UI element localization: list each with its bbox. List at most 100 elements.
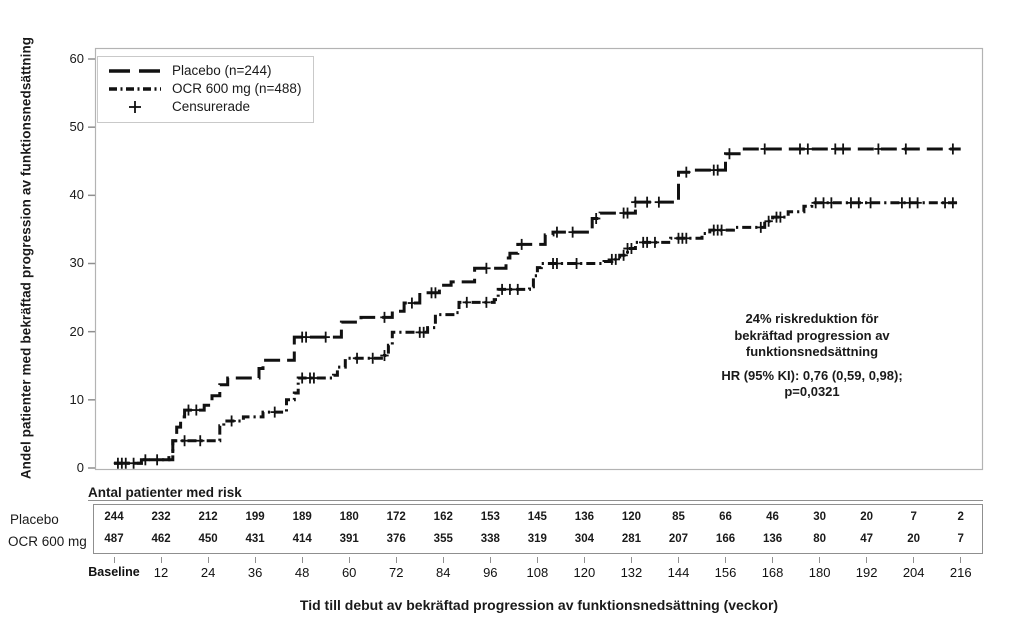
risk-count-ocr: 136 bbox=[762, 533, 783, 545]
risk-table-title: Antal patienter med risk bbox=[88, 485, 242, 500]
y-tick-label: 50 bbox=[69, 119, 84, 135]
placebo-curve bbox=[114, 147, 961, 465]
x-tick-label: 192 bbox=[855, 565, 878, 580]
risk-count-placebo: 212 bbox=[198, 511, 218, 523]
risk-count-placebo: 244 bbox=[104, 511, 124, 523]
x-tick-label: 84 bbox=[436, 565, 451, 580]
x-tick-mark bbox=[442, 557, 444, 563]
x-tick-mark bbox=[254, 557, 256, 563]
risk-count-placebo: 30 bbox=[813, 511, 826, 523]
x-tick-mark bbox=[677, 557, 679, 563]
risk-table-rule bbox=[88, 500, 983, 501]
x-tick-mark bbox=[113, 557, 115, 563]
risk-count-placebo: 136 bbox=[574, 511, 594, 523]
risk-count-placebo: 180 bbox=[339, 511, 359, 523]
legend-label-ocr: OCR 600 mg (n=488) bbox=[172, 81, 302, 96]
legend-item-placebo: Placebo (n=244) bbox=[108, 62, 301, 80]
risk-count-placebo: 153 bbox=[480, 511, 500, 523]
placebo-line-sample-icon bbox=[108, 67, 162, 75]
x-tick-mark bbox=[913, 557, 915, 563]
risk-count-placebo: 46 bbox=[766, 511, 779, 523]
x-tick-label: 108 bbox=[526, 565, 549, 580]
risk-count-ocr: 391 bbox=[339, 533, 359, 545]
x-tick-label: 60 bbox=[341, 565, 357, 580]
y-axis-title: Andel patienter med bekräftad progressio… bbox=[18, 36, 34, 480]
risk-count-placebo: 189 bbox=[292, 511, 312, 523]
x-tick-label: 216 bbox=[949, 565, 972, 580]
annotation-line-1: 24% riskreduktion för bbox=[745, 311, 879, 326]
annotation-p-line: p=0,0321 bbox=[784, 384, 840, 399]
plot-border bbox=[94, 47, 984, 471]
risk-count-placebo: 7 bbox=[910, 511, 917, 523]
risk-count-placebo: 199 bbox=[245, 511, 265, 523]
x-tick-mark bbox=[348, 557, 350, 563]
x-tick-label: 72 bbox=[389, 565, 404, 580]
x-tick-label: 204 bbox=[902, 565, 925, 580]
x-tick-mark bbox=[866, 557, 868, 563]
x-tick-label: 24 bbox=[200, 565, 216, 580]
risk-table-box bbox=[93, 504, 983, 554]
x-tick-label: Baseline bbox=[88, 565, 140, 579]
x-tick-label: 132 bbox=[620, 565, 643, 580]
x-tick-label: 48 bbox=[294, 565, 310, 580]
annotation-line-3: funktionsnedsättning bbox=[745, 344, 879, 359]
y-tick-label: 10 bbox=[69, 391, 84, 407]
y-tick-label: 60 bbox=[69, 50, 84, 66]
x-tick-label: 144 bbox=[667, 565, 690, 580]
km-plot bbox=[88, 47, 984, 471]
x-tick-label: 168 bbox=[761, 565, 784, 580]
x-tick-label: 36 bbox=[247, 565, 263, 580]
risk-count-ocr: 338 bbox=[480, 533, 500, 545]
risk-count-ocr: 80 bbox=[813, 533, 826, 545]
risk-count-ocr: 450 bbox=[198, 533, 218, 545]
x-tick-label: 120 bbox=[573, 565, 596, 580]
legend-item-censored: Censurerade bbox=[108, 98, 301, 116]
risk-count-ocr: 414 bbox=[292, 533, 312, 545]
risk-count-placebo: 172 bbox=[386, 511, 406, 523]
x-tick-label: 96 bbox=[483, 565, 498, 580]
x-tick-mark bbox=[583, 557, 585, 563]
risk-count-ocr: 7 bbox=[957, 533, 964, 545]
risk-count-placebo: 2 bbox=[957, 511, 964, 523]
risk-count-ocr: 207 bbox=[668, 533, 689, 545]
x-tick-mark bbox=[395, 557, 397, 563]
censored-plus-icon bbox=[108, 99, 162, 115]
risk-count-ocr: 355 bbox=[433, 533, 453, 545]
risk-count-placebo: 20 bbox=[860, 511, 874, 523]
x-tick-mark bbox=[630, 557, 632, 563]
risk-count-ocr: 47 bbox=[860, 533, 874, 545]
legend-label-placebo: Placebo (n=244) bbox=[172, 63, 272, 78]
y-tick-label: 20 bbox=[69, 323, 84, 339]
risk-count-ocr: 431 bbox=[245, 533, 265, 545]
annotation-line-2: bekräftad progression av bbox=[734, 327, 890, 343]
risk-count-placebo: 145 bbox=[527, 511, 547, 523]
risk-count-placebo: 85 bbox=[672, 511, 685, 523]
x-tick-mark bbox=[489, 557, 491, 563]
x-tick-mark bbox=[960, 557, 962, 563]
x-axis-title: Tid till debut av bekräftad progression … bbox=[299, 597, 779, 613]
y-tick-label: 40 bbox=[69, 187, 84, 203]
x-tick-label: 180 bbox=[808, 565, 831, 580]
risk-count-ocr: 487 bbox=[104, 533, 124, 545]
legend: Placebo (n=244) OCR 600 mg (n=488) Censu… bbox=[97, 56, 315, 123]
x-tick-label: 12 bbox=[153, 565, 169, 580]
legend-label-censored: Censurerade bbox=[172, 99, 251, 114]
x-tick-mark bbox=[301, 557, 303, 563]
risk-count-ocr: 376 bbox=[386, 533, 406, 545]
risk-count-ocr: 319 bbox=[527, 533, 547, 545]
risk-row-label-placebo: Placebo bbox=[10, 512, 59, 527]
x-tick-mark bbox=[772, 557, 774, 563]
risk-count-ocr: 20 bbox=[907, 533, 921, 545]
x-tick-mark bbox=[819, 557, 821, 563]
x-tick-mark bbox=[725, 557, 727, 563]
risk-count-placebo: 162 bbox=[433, 511, 453, 523]
risk-count-ocr: 281 bbox=[621, 533, 642, 545]
risk-count-ocr: 166 bbox=[715, 533, 736, 545]
y-tick-label: 30 bbox=[69, 255, 84, 271]
risk-count-placebo: 232 bbox=[151, 511, 171, 523]
risk-row-label-ocr: OCR 600 mg bbox=[8, 534, 87, 549]
risk-reduction-annotation: 24% riskreduktion för bekräftad progress… bbox=[683, 311, 941, 401]
ocr-line-sample-icon bbox=[108, 85, 162, 93]
risk-count-ocr: 304 bbox=[574, 533, 594, 545]
